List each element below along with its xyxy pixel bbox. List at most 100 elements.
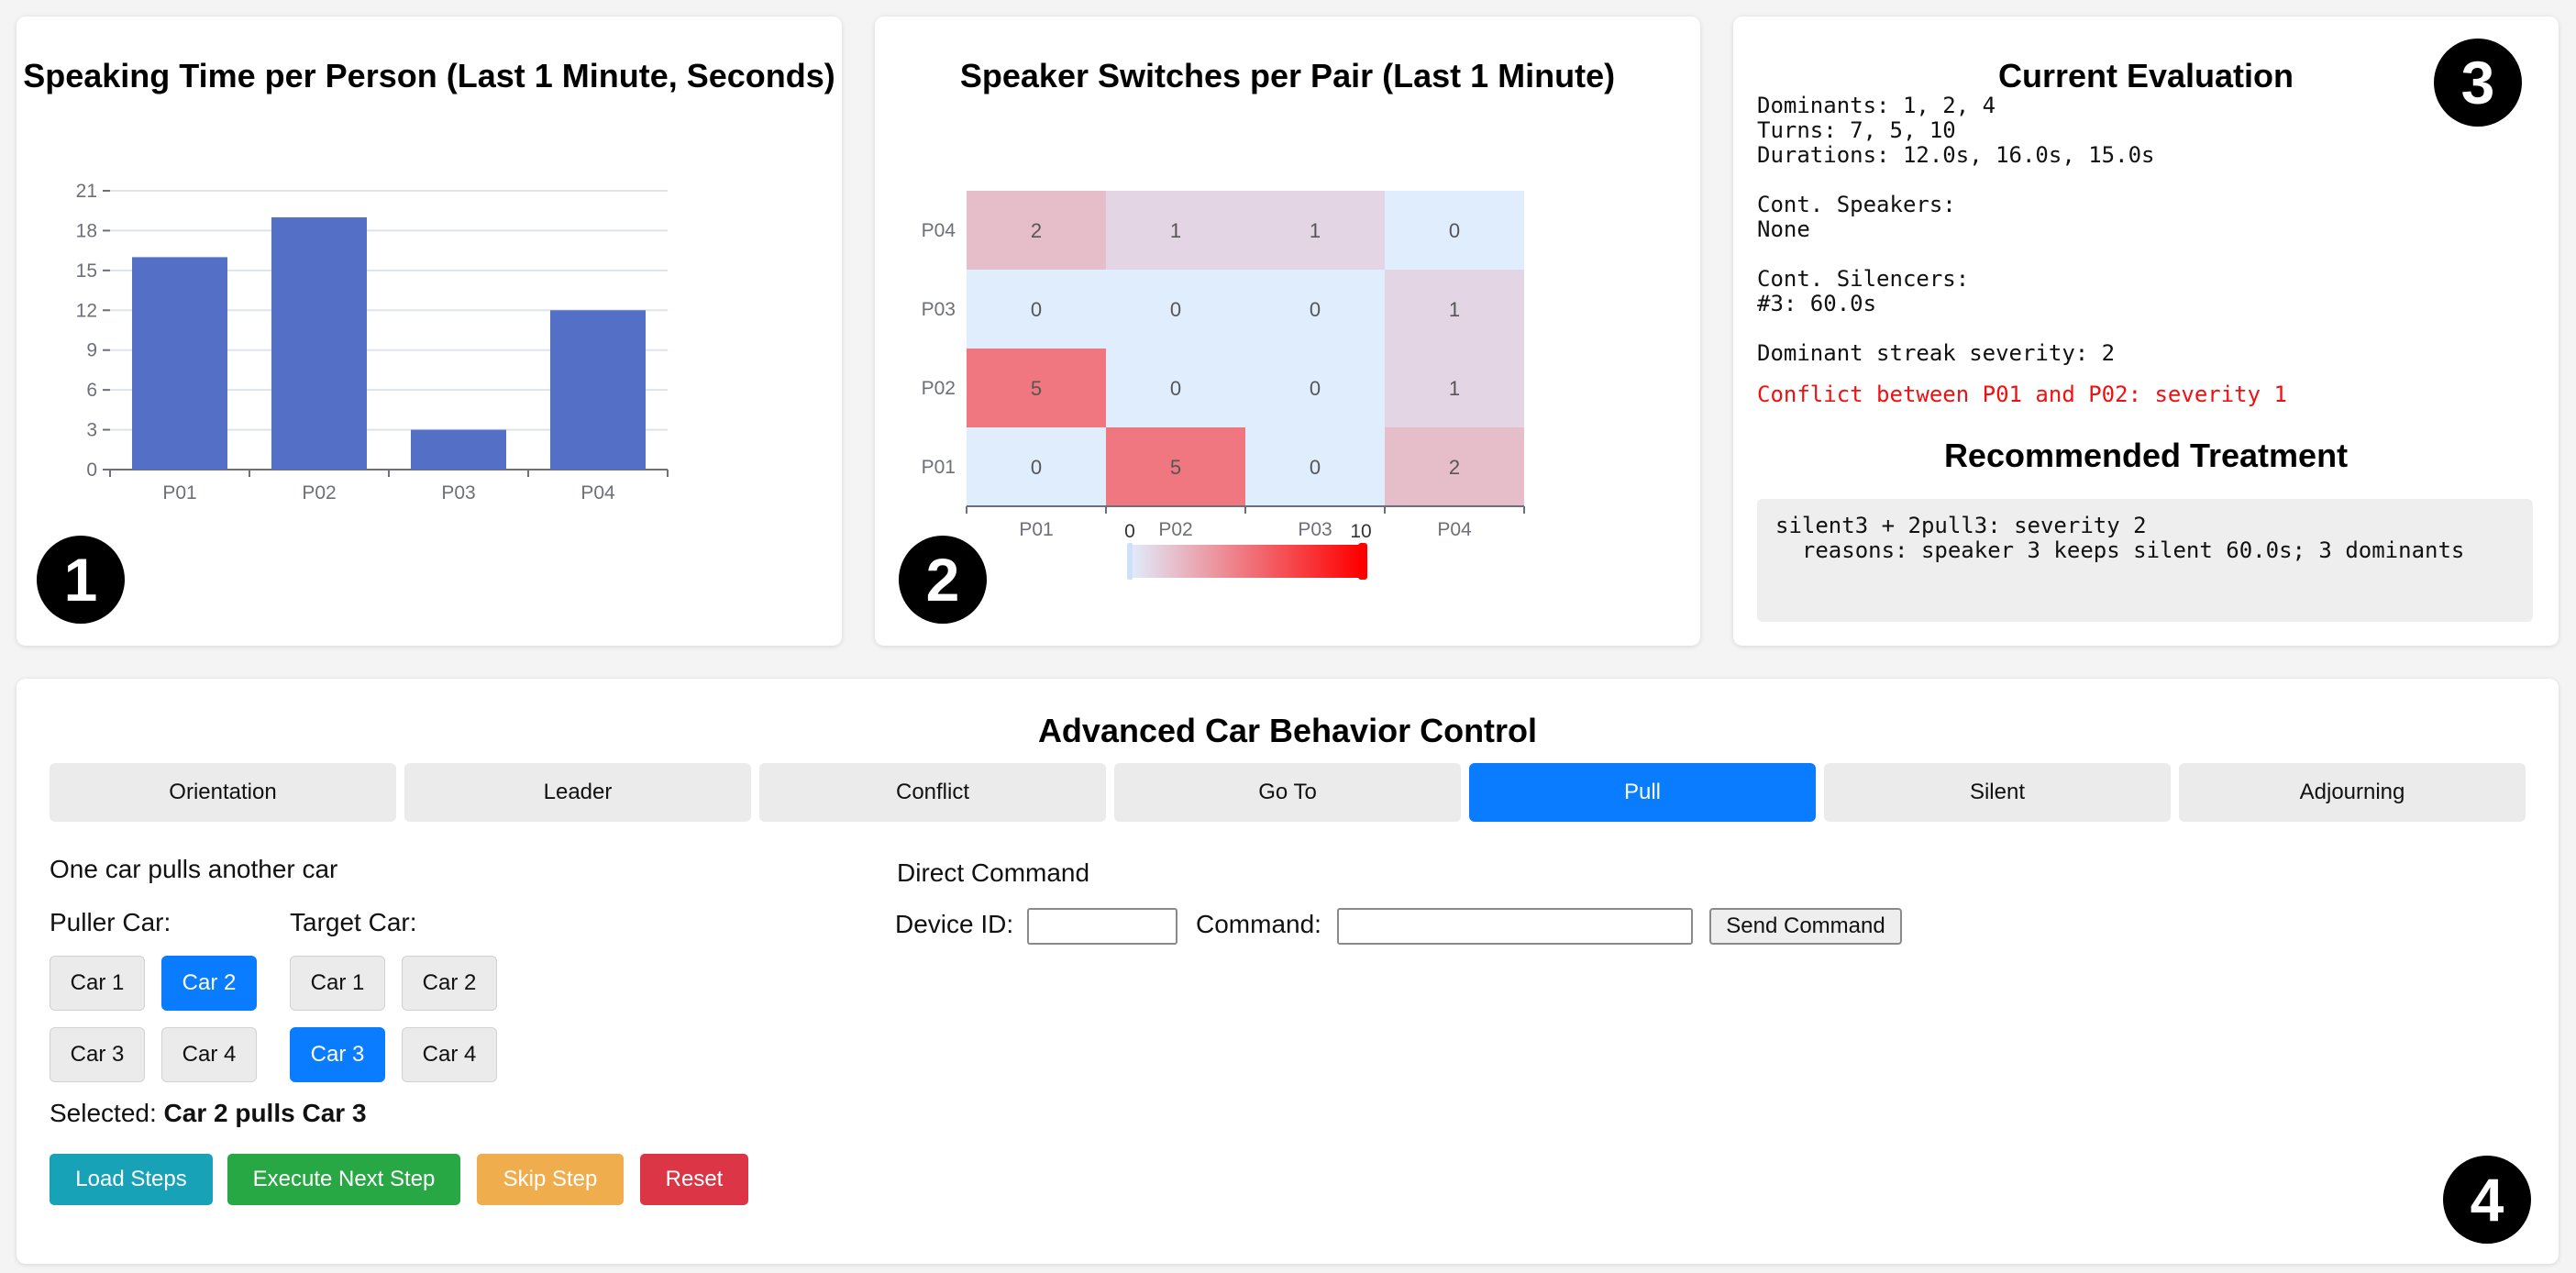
heatmap-cell — [1385, 191, 1524, 270]
cont-silencers-label: Cont. Silencers: — [1757, 266, 1970, 292]
cont-silencers-value: #3: 60.0s — [1757, 291, 1877, 316]
cell-value: 0 — [1031, 456, 1042, 479]
y-tick-label: 15 — [76, 260, 97, 282]
car-control-card: Advanced Car Behavior Control Orientatio… — [17, 679, 2559, 1264]
heatmap-cell — [1245, 270, 1385, 349]
y-tick-label: 9 — [86, 340, 97, 361]
heatmap-cell — [967, 427, 1106, 506]
command-input[interactable] — [1337, 908, 1693, 945]
colorscale-min-label: 0 — [1124, 521, 1135, 542]
y-tick-label: 0 — [86, 459, 97, 481]
speaker-switches-title: Speaker Switches per Pair (Last 1 Minute… — [959, 57, 1616, 94]
tab-leader[interactable]: Leader — [404, 763, 751, 822]
load-steps-button[interactable]: Load Steps — [50, 1154, 213, 1205]
cont-speakers-label: Cont. Speakers: — [1757, 192, 1956, 217]
step-badge-4: 4 — [2443, 1156, 2531, 1244]
x-tick-label: P04 — [580, 482, 615, 504]
puller-car-2-button[interactable]: Car 2 — [161, 956, 257, 1011]
heatmap-cell — [1245, 427, 1385, 506]
send-command-button[interactable]: Send Command — [1709, 908, 1902, 945]
selection-summary: Selected: Car 2 pulls Car 3 — [50, 1099, 367, 1128]
device-id-input[interactable] — [1027, 908, 1177, 945]
cell-value: 5 — [1170, 456, 1181, 479]
tab-silent[interactable]: Silent — [1824, 763, 2171, 822]
heatmap-cell — [1385, 349, 1524, 427]
colorscale-bar — [1130, 545, 1361, 578]
speaker-switches-card: Speaker Switches per Pair (Last 1 Minute… — [875, 17, 1700, 646]
step-badge-3: 3 — [2434, 39, 2522, 127]
treatment-box: silent3 + 2pull3: severity 2 reasons: sp… — [1757, 499, 2533, 622]
tab-adjourning[interactable]: Adjourning — [2179, 763, 2526, 822]
heatmap-cell — [967, 191, 1106, 270]
target-car-label: Target Car: — [290, 908, 417, 936]
cell-value: 2 — [1449, 456, 1460, 479]
target-car-3-button[interactable]: Car 3 — [290, 1027, 385, 1082]
conflict-text: Conflict between P01 and P02: severity 1 — [1757, 382, 2287, 407]
treatment-line-1: silent3 + 2pull3: severity 2 — [1775, 513, 2147, 538]
heatmap-cell — [1106, 191, 1245, 270]
treatment-line-2: reasons: speaker 3 keeps silent 60.0s; 3… — [1775, 537, 2465, 563]
command-label: Command: — [1196, 910, 1321, 938]
y-tick-label: 12 — [76, 300, 97, 321]
step-badge-2: 2 — [899, 536, 987, 624]
heatmap-cell — [1106, 349, 1245, 427]
heatmap-cell — [967, 270, 1106, 349]
x-tick-label: P04 — [1437, 519, 1472, 540]
durations-text: Durations: 12.0s, 16.0s, 15.0s — [1757, 142, 2155, 168]
bar-p01 — [132, 257, 227, 470]
device-id-label: Device ID: — [895, 910, 1014, 938]
colorscale-max-handle — [1358, 543, 1367, 580]
cell-value: 0 — [1449, 219, 1460, 242]
tab-conflict[interactable]: Conflict — [759, 763, 1106, 822]
tab-go-to[interactable]: Go To — [1114, 763, 1461, 822]
streak-severity-text: Dominant streak severity: 2 — [1757, 340, 2116, 366]
x-tick-label: P03 — [441, 482, 475, 504]
cell-value: 1 — [1310, 219, 1321, 242]
cell-value: 1 — [1449, 298, 1460, 321]
execute-next-step-button[interactable]: Execute Next Step — [227, 1154, 460, 1205]
direct-command-title: Direct Command — [897, 858, 1090, 887]
colorscale-max-label: 10 — [1350, 521, 1371, 542]
colorscale-min-handle — [1127, 543, 1133, 580]
y-tick-label: 18 — [76, 220, 97, 241]
y-tick-label: 6 — [86, 380, 97, 401]
target-car-1-button[interactable]: Car 1 — [290, 956, 385, 1011]
reset-button[interactable]: Reset — [640, 1154, 748, 1205]
x-tick-label: P01 — [162, 482, 196, 504]
tab-orientation[interactable]: Orientation — [50, 763, 396, 822]
skip-step-button[interactable]: Skip Step — [477, 1154, 624, 1205]
selected-label: Selected: — [50, 1099, 157, 1127]
heatmap-cell — [1106, 270, 1245, 349]
y-tick-label: P04 — [922, 220, 956, 241]
x-tick-label: P03 — [1298, 519, 1332, 540]
tab-pull[interactable]: Pull — [1469, 763, 1816, 822]
puller-car-1-button[interactable]: Car 1 — [50, 956, 145, 1011]
heatmap-cell — [1385, 270, 1524, 349]
treatment-title: Recommended Treatment — [1943, 437, 2349, 474]
x-tick-label: P01 — [1019, 519, 1053, 540]
cell-value: 2 — [1031, 219, 1042, 242]
turns-text: Turns: 7, 5, 10 — [1757, 117, 1956, 143]
cell-value: 1 — [1449, 377, 1460, 400]
y-tick-label: P03 — [922, 299, 956, 320]
bar-p02 — [271, 216, 367, 470]
cell-value: 0 — [1310, 377, 1321, 400]
heatmap-cell — [1245, 191, 1385, 270]
puller-car-3-button[interactable]: Car 3 — [50, 1027, 145, 1082]
y-tick-label: 21 — [76, 181, 97, 202]
heatmap-cell — [1245, 349, 1385, 427]
cell-value: 0 — [1170, 298, 1181, 321]
evaluation-card: Current Evaluation 3 Dominants: 1, 2, 4 … — [1733, 17, 2559, 646]
step-badge-1: 1 — [37, 536, 125, 624]
y-tick-label: P01 — [922, 457, 956, 478]
dominants-text: Dominants: 1, 2, 4 — [1757, 93, 1996, 118]
cell-value: 5 — [1031, 377, 1042, 400]
cell-value: 0 — [1310, 298, 1321, 321]
target-car-4-button[interactable]: Car 4 — [402, 1027, 497, 1082]
cell-value: 1 — [1170, 219, 1181, 242]
selected-value: Car 2 pulls Car 3 — [163, 1099, 367, 1127]
bar-p04 — [550, 310, 646, 470]
target-car-2-button[interactable]: Car 2 — [402, 956, 497, 1011]
puller-car-4-button[interactable]: Car 4 — [161, 1027, 257, 1082]
